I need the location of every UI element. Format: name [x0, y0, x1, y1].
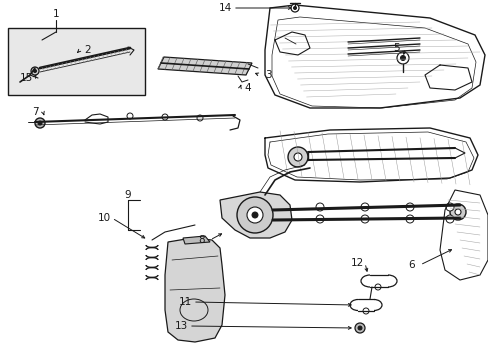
- Polygon shape: [164, 238, 224, 342]
- Text: 5: 5: [393, 43, 400, 53]
- Text: 12: 12: [350, 258, 363, 268]
- Circle shape: [35, 118, 45, 128]
- Circle shape: [357, 326, 361, 330]
- Circle shape: [34, 69, 37, 72]
- Text: 6: 6: [408, 260, 414, 270]
- Text: 15: 15: [20, 73, 33, 83]
- Circle shape: [445, 215, 453, 223]
- Text: 1: 1: [53, 9, 59, 19]
- Circle shape: [445, 203, 453, 211]
- Circle shape: [315, 215, 324, 223]
- Text: 7: 7: [32, 107, 38, 117]
- Text: 13: 13: [174, 321, 187, 331]
- Text: 4: 4: [244, 83, 251, 93]
- Circle shape: [354, 323, 364, 333]
- Circle shape: [454, 209, 460, 215]
- Text: 10: 10: [97, 213, 110, 223]
- Circle shape: [127, 113, 133, 119]
- Circle shape: [360, 203, 368, 211]
- Polygon shape: [158, 57, 251, 75]
- Circle shape: [287, 147, 307, 167]
- Circle shape: [400, 55, 405, 60]
- Text: 8: 8: [198, 235, 205, 245]
- Text: 9: 9: [124, 190, 131, 200]
- Circle shape: [360, 215, 368, 223]
- Circle shape: [246, 207, 263, 223]
- Circle shape: [251, 212, 258, 218]
- Circle shape: [197, 115, 203, 121]
- Text: 14: 14: [218, 3, 231, 13]
- Circle shape: [449, 204, 465, 220]
- Text: 2: 2: [84, 45, 91, 55]
- Text: 11: 11: [178, 297, 191, 307]
- Circle shape: [315, 203, 324, 211]
- Circle shape: [293, 153, 302, 161]
- Bar: [8, 28, 145, 95]
- Text: 3: 3: [264, 70, 271, 80]
- Circle shape: [38, 121, 42, 125]
- Polygon shape: [183, 236, 209, 244]
- Circle shape: [237, 197, 272, 233]
- Circle shape: [162, 114, 168, 120]
- Circle shape: [31, 67, 39, 75]
- Polygon shape: [220, 192, 291, 238]
- Circle shape: [396, 52, 408, 64]
- Circle shape: [405, 215, 413, 223]
- Circle shape: [290, 4, 298, 12]
- Circle shape: [405, 203, 413, 211]
- Circle shape: [293, 6, 296, 9]
